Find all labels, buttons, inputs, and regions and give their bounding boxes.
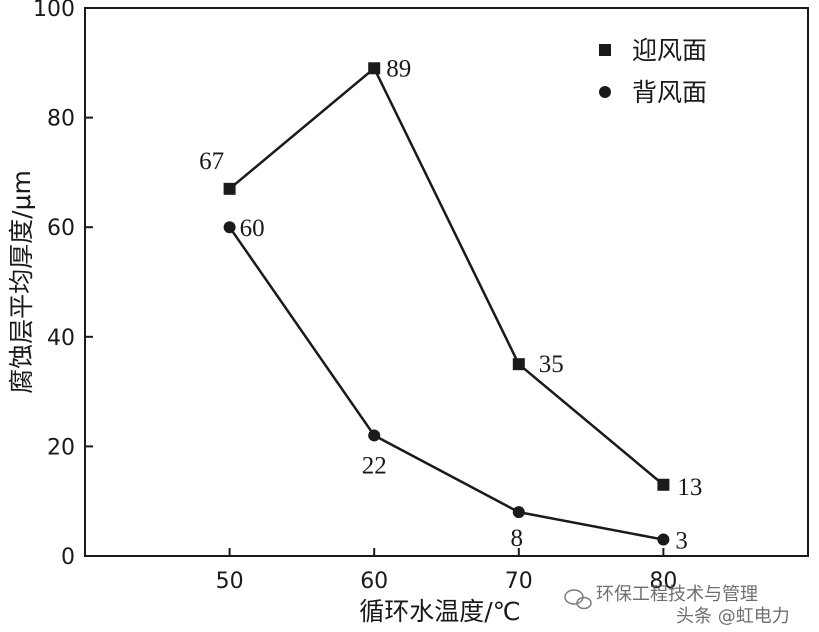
watermark-subtext: 头条 @虹电力 <box>676 606 790 627</box>
data-point-circle <box>223 221 236 234</box>
data-point-square <box>657 478 670 491</box>
data-label: 60 <box>240 215 265 242</box>
data-label: 67 <box>199 148 224 175</box>
data-point-square <box>368 62 381 75</box>
data-label: 35 <box>539 351 564 378</box>
y-tick-label: 100 <box>33 0 75 22</box>
x-axis-title: 循环水温度/℃ <box>359 597 521 626</box>
watermark: 环保工程技术与管理 头条 @虹电力 <box>564 584 790 627</box>
y-axis-ticks: 0 20 40 60 80 100 <box>33 0 93 570</box>
y-axis-title: 腐蚀层平均厚度/μm <box>7 170 36 394</box>
wechat-icon <box>564 589 592 610</box>
x-tick-label: 70 <box>505 569 533 594</box>
legend: 迎风面 背风面 <box>599 36 707 107</box>
y-tick-label: 20 <box>47 435 75 460</box>
legend-marker-square <box>599 44 611 56</box>
plot-frame <box>84 7 809 557</box>
data-label: 22 <box>362 452 387 479</box>
y-tick-label: 40 <box>47 326 75 351</box>
data-label: 3 <box>675 528 688 555</box>
x-tick-label: 80 <box>649 569 677 594</box>
series-line-2 <box>228 226 664 541</box>
watermark-text: 环保工程技术与管理 <box>596 584 758 605</box>
data-point-circle <box>368 429 381 442</box>
data-label: 89 <box>386 55 411 82</box>
data-point-circle <box>512 506 525 519</box>
y-tick-label: 60 <box>47 216 75 241</box>
y-tick-label: 0 <box>61 545 75 570</box>
data-point-square <box>223 182 236 195</box>
x-axis-ticks: 50 60 70 80 <box>216 548 677 594</box>
data-point-circle <box>657 533 670 546</box>
data-point-square <box>512 358 525 371</box>
data-label: 8 <box>511 525 524 552</box>
legend-label-windward: 迎风面 <box>632 36 707 65</box>
series-line-1 <box>228 67 665 486</box>
legend-marker-circle <box>599 86 611 98</box>
legend-label-leeward: 背风面 <box>632 78 707 107</box>
series-layer: 67 89 35 13 60 22 8 3 <box>199 55 702 554</box>
y-tick-label: 80 <box>47 107 75 132</box>
x-tick-label: 50 <box>216 569 244 594</box>
data-label: 13 <box>677 474 702 501</box>
x-tick-label: 60 <box>360 569 388 594</box>
